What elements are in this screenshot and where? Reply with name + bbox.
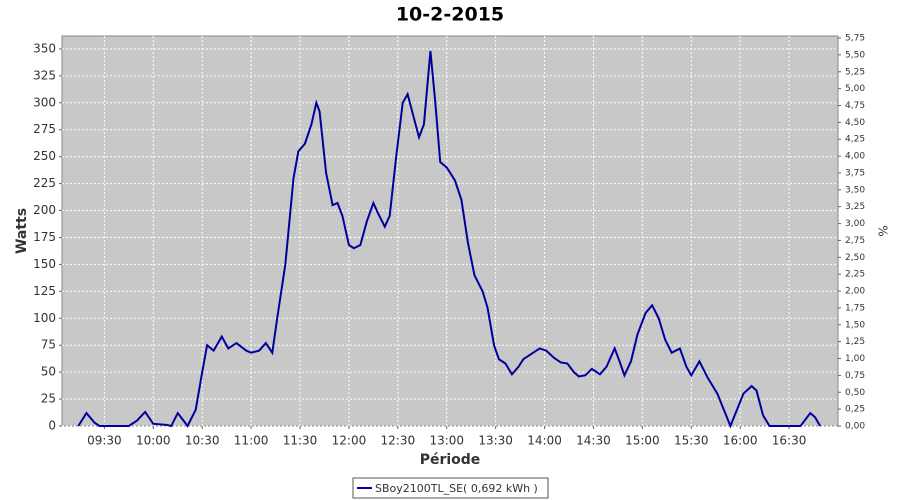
y2-tick-label: 1,25 xyxy=(845,337,865,347)
x-tick-label: 12:00 xyxy=(332,434,367,448)
chart-title: 10-2-2015 xyxy=(396,4,504,26)
x-tick-label: 09:30 xyxy=(87,434,122,448)
x-tick-label: 16:00 xyxy=(723,434,758,448)
y-tick-label: 175 xyxy=(33,230,56,244)
y2-tick-label: 5,50 xyxy=(845,50,865,60)
y2-tick-label: 0,25 xyxy=(845,405,865,415)
y-tick-label: 125 xyxy=(33,284,56,298)
x-tick-label: 10:30 xyxy=(185,434,220,448)
y2-tick-label: 2,50 xyxy=(845,253,865,263)
y2-tick-label: 2,75 xyxy=(845,236,865,246)
y-tick-label: 300 xyxy=(33,95,56,109)
y2-tick-label: 5,75 xyxy=(845,34,865,44)
x-axis-label: Période xyxy=(420,452,481,468)
x-tick-label: 16:30 xyxy=(772,434,807,448)
x-tick-label: 11:00 xyxy=(234,434,269,448)
x-tick-label: 12:30 xyxy=(381,434,416,448)
y-tick-label: 250 xyxy=(33,149,56,163)
y2-tick-label: 3,25 xyxy=(845,202,865,212)
x-tick-label: 15:30 xyxy=(674,434,709,448)
y2-axis-label: % xyxy=(876,225,890,236)
x-tick-label: 13:30 xyxy=(478,434,513,448)
x-tick-label: 11:30 xyxy=(283,434,318,448)
y-tick-label: 100 xyxy=(33,311,56,325)
x-tick-label: 10:00 xyxy=(136,434,171,448)
y-tick-label: 150 xyxy=(33,257,56,271)
y2-tick-label: 4,00 xyxy=(845,152,865,162)
y2-tick-label: 3,00 xyxy=(845,219,865,229)
y2-tick-label: 1,50 xyxy=(845,320,865,330)
y2-tick-label: 2,25 xyxy=(845,270,865,280)
y2-tick-label: 1,75 xyxy=(845,303,865,313)
y2-tick-label: 5,25 xyxy=(845,67,865,77)
y-tick-label: 325 xyxy=(33,68,56,82)
y2-tick-label: 3,50 xyxy=(845,185,865,195)
y2-tick-label: 4,75 xyxy=(845,101,865,111)
y-tick-label: 75 xyxy=(41,338,56,352)
x-tick-label: 14:00 xyxy=(527,434,562,448)
y-axis-label: Watts xyxy=(14,208,30,254)
y2-tick-label: 2,00 xyxy=(845,287,865,297)
y2-tick-label: 4,50 xyxy=(845,118,865,128)
y2-tick-label: 0,75 xyxy=(845,371,865,381)
y2-tick-label: 0,00 xyxy=(845,422,865,432)
x-tick-label: 15:00 xyxy=(625,434,660,448)
y2-tick-label: 4,25 xyxy=(845,135,865,145)
x-tick-label: 13:00 xyxy=(429,434,464,448)
y-tick-label: 350 xyxy=(33,41,56,55)
y-tick-label: 225 xyxy=(33,176,56,190)
x-tick-label: 14:30 xyxy=(576,434,611,448)
y-tick-label: 0 xyxy=(48,419,56,433)
y-tick-label: 275 xyxy=(33,122,56,136)
legend xyxy=(352,477,549,499)
plot-area xyxy=(61,35,839,427)
y2-tick-label: 3,75 xyxy=(845,168,865,178)
y2-tick-label: 0,50 xyxy=(845,388,865,398)
y-tick-label: 50 xyxy=(41,365,56,379)
y-tick-label: 200 xyxy=(33,203,56,217)
y2-tick-label: 5,00 xyxy=(845,84,865,94)
legend-label: SBoy2100TL_SE( 0,692 kWh ) xyxy=(375,482,538,495)
y-tick-label: 25 xyxy=(41,392,56,406)
y2-tick-label: 1,00 xyxy=(845,354,865,364)
line xyxy=(77,50,821,429)
